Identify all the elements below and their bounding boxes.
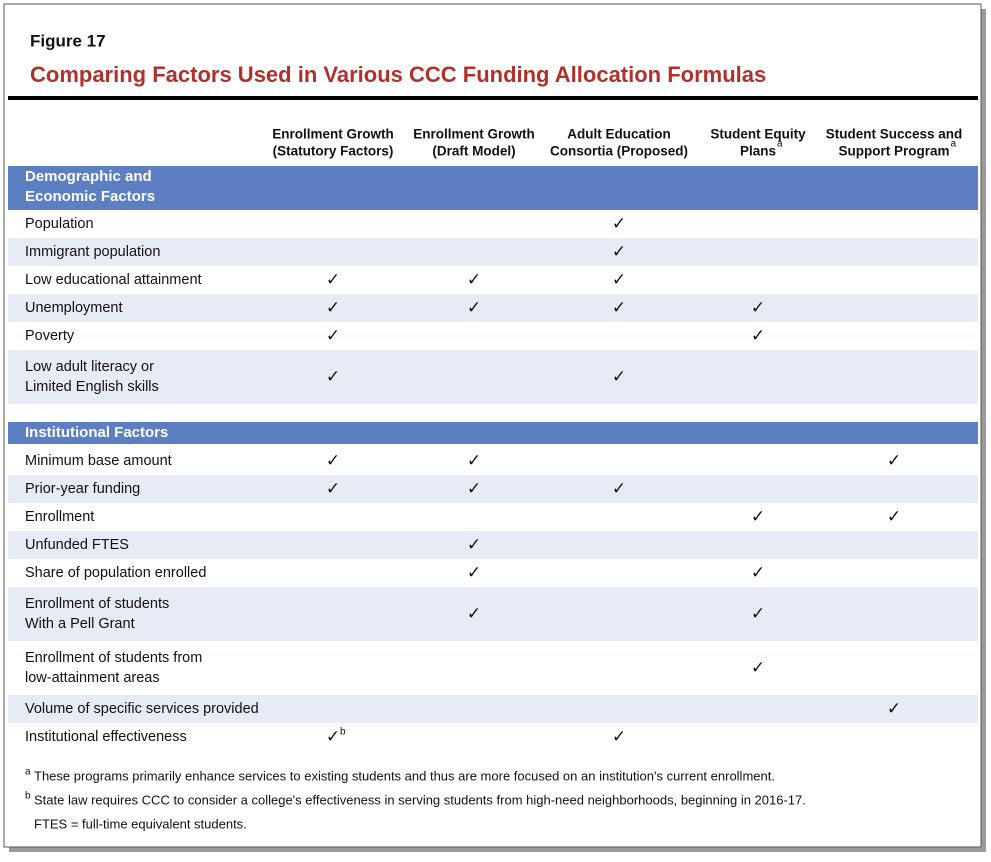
title: Comparing Factors Used in Various CCC Fu… xyxy=(30,62,766,87)
header-footnote-marker: a xyxy=(777,139,783,150)
row-band xyxy=(8,350,978,404)
row-label: Share of population enrolled xyxy=(25,565,206,581)
row-label: low-attainment areas xyxy=(25,670,160,686)
column-header: Plans xyxy=(740,144,776,159)
check-mark: ✓ xyxy=(467,451,481,471)
check-mark: ✓ xyxy=(887,451,901,471)
row-label: Unemployment xyxy=(25,300,123,316)
column-header: (Statutory Factors) xyxy=(273,144,394,159)
check-mark: ✓ xyxy=(612,214,626,234)
row-label: Poverty xyxy=(25,328,75,344)
check-mark: ✓ xyxy=(751,507,765,527)
abbreviation-note: FTES = full-time equivalent students. xyxy=(34,816,247,831)
row-label: Volume of specific services provided xyxy=(25,701,259,717)
check-mark: ✓ xyxy=(467,479,481,499)
header-footnote-marker: a xyxy=(951,139,957,150)
section-heading: Demographic and xyxy=(25,168,152,185)
column-header: Student Success and xyxy=(826,127,963,142)
footnote: State law requires CCC to consider a col… xyxy=(34,792,806,807)
row-band xyxy=(8,587,978,641)
check-mark: ✓ xyxy=(326,367,340,387)
check-mark: ✓ xyxy=(612,727,626,747)
row-label: Low adult literacy or xyxy=(25,359,154,375)
check-mark: ✓ xyxy=(751,658,765,678)
check-mark: ✓ xyxy=(751,298,765,318)
section-heading: Economic Factors xyxy=(25,188,155,205)
row-band xyxy=(8,531,978,559)
row-label: Unfunded FTES xyxy=(25,537,129,553)
row-label: Low educational attainment xyxy=(25,272,202,288)
row-band xyxy=(8,695,978,723)
check-mark: ✓ xyxy=(467,535,481,555)
column-header: Support Program xyxy=(838,144,949,159)
check-mark: ✓ xyxy=(751,326,765,346)
check-mark: ✓ xyxy=(612,298,626,318)
check-mark: ✓ xyxy=(326,326,340,346)
row-label: Enrollment xyxy=(25,509,94,525)
column-header: Enrollment Growth xyxy=(272,127,394,142)
section-band xyxy=(8,422,978,444)
title-rule xyxy=(8,96,978,100)
check-mark: ✓ xyxy=(326,298,340,318)
table: Enrollment Growth (Statutory Factors) Enro… xyxy=(8,127,978,831)
section-heading: Institutional Factors xyxy=(25,424,168,441)
figure-label: Figure 17 xyxy=(30,31,106,50)
check-mark: ✓ xyxy=(612,270,626,290)
row-label: Population xyxy=(25,216,94,232)
check-mark: ✓ xyxy=(467,270,481,290)
row-label: With a Pell Grant xyxy=(25,616,135,632)
column-header: Consortia (Proposed) xyxy=(550,144,688,159)
check-mark: ✓ xyxy=(612,479,626,499)
section-band xyxy=(8,166,978,210)
check-mark: ✓ xyxy=(887,699,901,719)
check-mark: ✓ xyxy=(467,563,481,583)
row-label: Institutional effectiveness xyxy=(25,729,187,745)
check-mark: ✓ xyxy=(887,507,901,527)
column-header: Enrollment Growth xyxy=(413,127,535,142)
column-header: (Draft Model) xyxy=(432,144,515,159)
footnote-marker: b xyxy=(25,791,31,802)
check-mark: ✓ xyxy=(326,270,340,290)
column-header: Adult Education xyxy=(567,127,671,142)
footnote-marker: b xyxy=(340,727,346,738)
check-mark: ✓ xyxy=(326,727,340,747)
row-label: Enrollment of students from xyxy=(25,650,202,666)
row-band xyxy=(8,475,978,503)
check-mark: ✓ xyxy=(612,367,626,387)
check-mark: ✓ xyxy=(612,242,626,262)
footnote: These programs primarily enhance service… xyxy=(34,768,775,783)
check-mark: ✓ xyxy=(326,451,340,471)
column-header: Student Equity xyxy=(710,127,806,142)
row-label: Immigrant population xyxy=(25,244,160,260)
check-mark: ✓ xyxy=(467,604,481,624)
check-mark: ✓ xyxy=(751,604,765,624)
row-label: Minimum base amount xyxy=(25,453,172,469)
row-label: Prior-year funding xyxy=(25,481,140,497)
check-mark: ✓ xyxy=(751,563,765,583)
footnote-marker: a xyxy=(25,767,31,778)
row-band xyxy=(8,238,978,266)
row-label: Limited English skills xyxy=(25,379,159,395)
row-band xyxy=(8,294,978,322)
check-mark: ✓ xyxy=(467,298,481,318)
row-label: Enrollment of students xyxy=(25,596,169,612)
check-mark: ✓ xyxy=(326,479,340,499)
